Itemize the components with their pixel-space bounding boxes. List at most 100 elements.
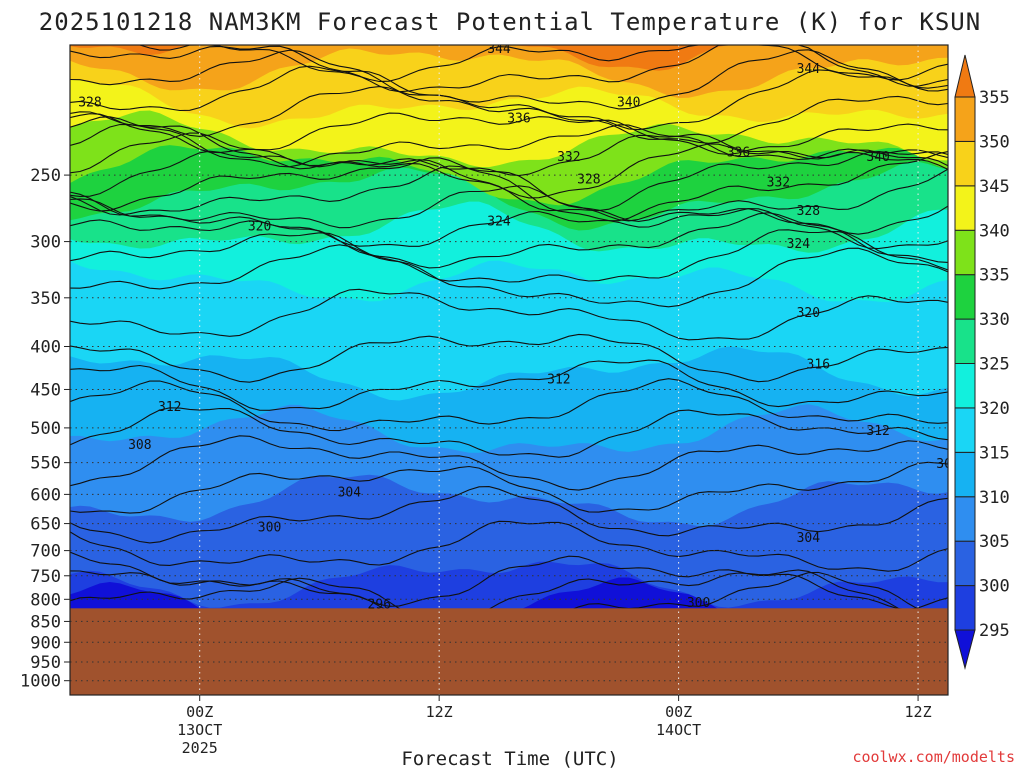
colorbar-label: 305 (979, 532, 1010, 552)
colorbar-swatch (954, 407, 976, 453)
colorbar-swatch (954, 451, 976, 498)
x-tick-label: 13OCT (177, 721, 222, 739)
contour-312 (70, 378, 948, 432)
contour-318 (70, 288, 948, 341)
colorbar-swatch (954, 363, 976, 409)
contour-350 (70, 45, 948, 93)
contour-340 (70, 116, 948, 168)
y-tick-label: 750 (30, 567, 61, 587)
contour-298 (70, 569, 948, 618)
grid-lines (70, 45, 948, 695)
contour-label: 328 (797, 204, 820, 219)
colorbar-label: 325 (979, 355, 1010, 375)
y-tick-label: 600 (30, 485, 61, 505)
contour-322 (70, 229, 948, 283)
contour-300 (70, 551, 948, 611)
contour-342 (70, 112, 948, 155)
y-tick-label: 350 (30, 289, 61, 309)
contour-label: 300 (687, 596, 710, 611)
contour-label-text: 312 (547, 373, 570, 388)
contour-label-text: 344 (487, 42, 511, 57)
credit-link[interactable]: coolwx.com/modelts (852, 748, 1015, 766)
plot-area: 3363283443363323283243203403483443363323… (70, 42, 959, 695)
contour-label: 324 (787, 237, 811, 252)
colorbar-swatch (954, 229, 976, 276)
contour-348 (70, 49, 948, 110)
colorbar-swatch (954, 140, 976, 187)
contour-316 (70, 333, 948, 383)
contour-320 (70, 244, 948, 308)
terrain-below-surface (70, 608, 948, 695)
y-tick-label: 450 (30, 380, 61, 400)
contour-label-text: 324 (487, 215, 511, 230)
contour-label-text: 340 (617, 96, 640, 111)
contour-label-text: 328 (797, 204, 820, 219)
contour-308 (70, 435, 948, 491)
contour-label: 340 (866, 150, 889, 165)
contour-label: 340 (617, 96, 640, 111)
contour-label: 320 (248, 220, 271, 235)
colorbar-label: 300 (979, 577, 1010, 597)
contour-label: 312 (866, 424, 889, 439)
contour-label: 312 (547, 373, 570, 388)
x-tick-label: 12Z (426, 703, 453, 721)
contour-label-text: 300 (687, 596, 710, 611)
contour-352 (70, 45, 948, 83)
contour-326 (70, 198, 948, 250)
x-tick-label: 2025 (182, 739, 218, 757)
colorbar-swatch (954, 540, 976, 587)
y-tick-label: 700 (30, 542, 61, 562)
contour-label-text: 332 (557, 150, 580, 165)
colorbar-label: 345 (979, 177, 1010, 197)
contour-label-text: 328 (577, 172, 600, 187)
contour-label-text: 308 (936, 457, 959, 472)
x-axis-ticks: 00Z13OCT202512Z00Z14OCT12Z00Z15OCT (177, 695, 932, 757)
x-tick-label: 14OCT (656, 721, 701, 739)
contour-label: 308 (128, 438, 151, 453)
contour-label: 344 (797, 62, 821, 77)
x-axis-label: Forecast Time (UTC) (401, 748, 618, 768)
contour-344 (70, 86, 948, 144)
contour-332 (70, 151, 948, 222)
colorbar-swatch (954, 318, 976, 365)
contour-330 (70, 165, 948, 222)
contour-label: 320 (797, 306, 820, 321)
colorbar-label: 310 (979, 488, 1010, 508)
contour-label: 304 (797, 531, 821, 546)
contour-324 (70, 212, 948, 269)
y-tick-label: 400 (30, 338, 61, 358)
contour-314 (70, 359, 948, 411)
contour-label: 308 (936, 457, 959, 472)
contour-label-text: 316 (807, 357, 830, 372)
band-above-355 (70, 45, 948, 71)
contour-label: 300 (258, 520, 281, 535)
contour-336 (70, 132, 948, 199)
contour-label: 312 (158, 400, 181, 415)
contour-label: 304 (338, 486, 362, 501)
colorbar-label: 320 (979, 399, 1010, 419)
colorbar-label: 330 (979, 310, 1010, 330)
contour-304 (70, 486, 948, 544)
y-tick-label: 500 (30, 419, 61, 439)
y-axis-ticks: 2503003504004505005506006507007508008509… (20, 166, 70, 692)
colorbar-bottom-arrow (954, 629, 976, 670)
contour-label-text: 320 (797, 306, 820, 321)
y-tick-label: 950 (30, 653, 61, 673)
band-above-350 (70, 45, 948, 98)
contour-338 (70, 123, 948, 177)
contour-label-text: 304 (338, 486, 362, 501)
contour-328 (70, 185, 948, 235)
contour-346 (70, 65, 948, 131)
y-tick-label: 650 (30, 515, 61, 535)
colorbar-label: 315 (979, 443, 1010, 463)
contour-label: 332 (557, 150, 580, 165)
colorbar: 295 300 305 310 315 320 325 330 335 340 345 350 355 (954, 54, 1010, 670)
contour-label: 316 (807, 357, 830, 372)
colorbar-label: 340 (979, 221, 1010, 241)
y-tick-label: 250 (30, 166, 61, 186)
contour-label: 324 (487, 215, 511, 230)
x-tick-label: 00Z (186, 703, 213, 721)
contour-lines (70, 45, 948, 630)
contour-label-text: 332 (767, 175, 790, 190)
